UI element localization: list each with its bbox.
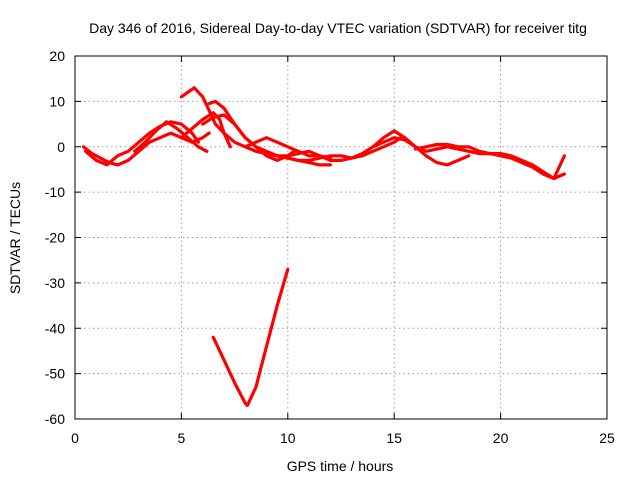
series-track-11	[371, 129, 567, 181]
y-tick-label: -20	[45, 230, 65, 246]
y-tick-label: -50	[45, 366, 65, 382]
x-tick-labels: 0 5 10 15 20 25	[71, 430, 615, 446]
series-track-6	[207, 99, 332, 167]
x-tick-label: 20	[493, 430, 509, 446]
y-tick-label: 20	[49, 48, 65, 64]
y-tick-label: 0	[57, 139, 65, 155]
y-tick-label: -30	[45, 275, 65, 291]
series-track-12	[413, 142, 567, 181]
x-tick-label: 25	[599, 430, 615, 446]
x-tick-label: 15	[386, 430, 402, 446]
series-track-10	[307, 136, 471, 167]
chart-title: Day 346 of 2016, Sidereal Day-to-day VTE…	[89, 20, 587, 36]
y-tick-labels: -60 -50 -40 -30 -20 -10 0 10 20	[45, 48, 65, 427]
y-tick-label: -40	[45, 320, 65, 336]
series-track-7	[201, 113, 296, 162]
y-tick-label: -10	[45, 184, 65, 200]
grid	[75, 56, 607, 419]
x-tick-label: 0	[71, 430, 79, 446]
series-layer	[81, 86, 567, 407]
ticks	[74, 55, 608, 420]
y-tick-label: 10	[49, 93, 65, 109]
y-tick-label: -60	[45, 411, 65, 427]
series-track-9	[254, 136, 403, 162]
x-tick-label: 10	[280, 430, 296, 446]
series-track-13	[211, 267, 290, 407]
x-tick-label: 5	[178, 430, 186, 446]
series-track-3	[133, 120, 209, 153]
y-axis-label: SDTVAR / TECUs	[7, 182, 23, 294]
series-track-2	[83, 120, 200, 167]
x-axis-label: GPS time / hours	[287, 458, 394, 474]
